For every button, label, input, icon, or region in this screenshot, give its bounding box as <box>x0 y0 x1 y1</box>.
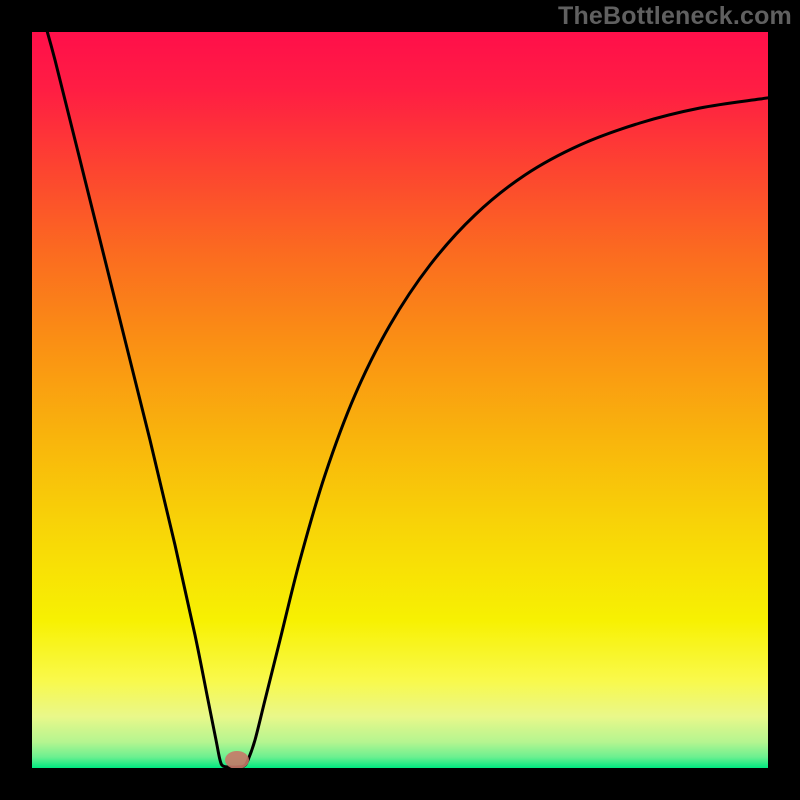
plot-background <box>32 32 768 768</box>
minimum-marker <box>225 751 249 769</box>
chart-svg <box>0 0 800 800</box>
watermark-text: TheBottleneck.com <box>558 2 792 31</box>
bottleneck-chart: TheBottleneck.com <box>0 0 800 800</box>
